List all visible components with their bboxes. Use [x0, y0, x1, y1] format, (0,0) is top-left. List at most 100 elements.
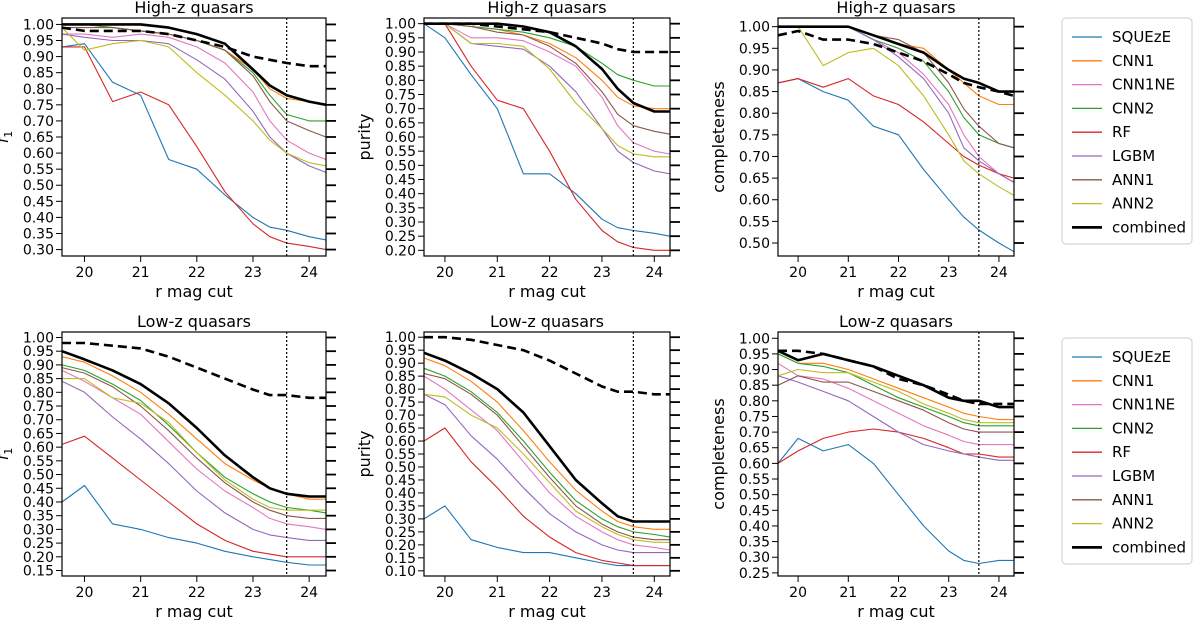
y-tick-label: 0.50 — [739, 488, 770, 504]
x-tick-label: 20 — [436, 265, 454, 281]
series-line-cnn1ne — [777, 362, 1014, 446]
series-line-upper — [424, 22, 670, 54]
y-tick-label: 0.55 — [385, 144, 416, 160]
legend-label-squeze: SQUEzE — [1112, 28, 1171, 46]
y-tick-label: 0.30 — [385, 512, 416, 528]
y-tick-label: 0.30 — [23, 522, 54, 538]
y-tick-label: 0.35 — [23, 509, 54, 525]
series-line-ann1 — [62, 27, 327, 138]
x-tick-label: 23 — [244, 585, 262, 601]
x-tick-label: 21 — [839, 585, 857, 601]
y-tick-label: 0.10 — [385, 564, 416, 580]
y-tick-label: 0.75 — [23, 399, 54, 415]
series-line-cnn2 — [423, 367, 671, 538]
series-line-squeze — [777, 437, 1014, 565]
y-tick-label: 0.20 — [385, 538, 416, 554]
series-line-ann2 — [777, 368, 1014, 424]
y-tick-label: 0.55 — [385, 447, 416, 463]
series-line-squeze — [777, 78, 1015, 253]
y-axis-label: completeness — [709, 81, 728, 192]
x-axis-label: r mag cut — [857, 282, 935, 301]
series-line-cnn2 — [61, 364, 327, 514]
y-tick-label: 0.20 — [385, 243, 416, 259]
legend-label-cnn1ne: CNN1NE — [1112, 76, 1175, 94]
y-tick-label: 0.60 — [385, 434, 416, 450]
x-axis-label: r mag cut — [155, 602, 233, 620]
series-line-ann2 — [424, 23, 670, 158]
series-line-ann1 — [424, 23, 671, 135]
y-tick-label: 0.25 — [385, 525, 416, 541]
y-tick-label: 0.20 — [23, 550, 54, 566]
x-tick-label: 20 — [789, 265, 807, 281]
y-tick-label: 0.50 — [385, 158, 416, 174]
y-tick-label: 0.90 — [739, 363, 770, 379]
y-tick-label: 0.50 — [385, 460, 416, 476]
series-line-ann1 — [61, 367, 326, 519]
legend-label-cnn1: CNN1 — [1112, 372, 1154, 390]
series-line-ann1 — [423, 372, 670, 541]
series-line-ann2 — [423, 393, 670, 543]
y-tick-label: 0.65 — [385, 116, 416, 132]
y-tick-label: 0.30 — [739, 550, 770, 566]
chart-panel-1: 0.300.350.400.450.500.550.600.650.700.75… — [0, 0, 336, 301]
y-tick-label: 0.55 — [739, 472, 770, 488]
y-tick-label: 0.35 — [385, 499, 416, 515]
series-line-cnn1 — [423, 357, 670, 530]
x-tick-label: 21 — [132, 265, 150, 281]
series-line-squeze — [61, 43, 327, 241]
series-line-upper — [61, 26, 326, 68]
series-line-cnn1ne — [423, 375, 671, 551]
y-tick-label: 0.55 — [23, 454, 54, 470]
legend-label-cnn2: CNN2 — [1112, 419, 1154, 437]
plot-frame — [61, 331, 327, 577]
y-tick-label: 0.45 — [385, 473, 416, 489]
x-tick-label: 23 — [593, 585, 611, 601]
legend-label-rf: RF — [1112, 123, 1131, 141]
series-line-upper — [777, 29, 1015, 98]
series-line-cnn1 — [777, 353, 1014, 421]
panel-title: High-z quasars — [134, 0, 253, 17]
y-tick-label: 0.80 — [385, 73, 416, 89]
legend-label-ann2: ANN2 — [1112, 515, 1154, 533]
y-tick-label: 0.75 — [23, 98, 54, 114]
series-line-lgbm — [777, 375, 1014, 461]
y-axis-label-subscript: 1 — [2, 448, 15, 455]
y-tick-label: 0.85 — [385, 59, 416, 75]
y-axis-label: f1 — [0, 131, 15, 144]
y-tick-label: 0.45 — [23, 481, 54, 497]
series-line-upper — [424, 335, 670, 396]
panel-title: Low-z quasars — [490, 312, 604, 331]
legend-top: SQUEzE CNN1 CNN1NE CNN2 RF LGBM ANN1 ANN2 combin… — [1061, 17, 1193, 245]
y-tick-label: 0.90 — [739, 63, 770, 79]
chart-panel-3: 0.50 0.55 0.60 0.65 0.70 0.75 0.80 0.85 0.90 0.95… — [709, 0, 1024, 301]
y-tick-label: 0.15 — [385, 551, 416, 567]
panel-title: High-z quasars — [836, 0, 955, 17]
series-line-ann2 — [62, 378, 326, 511]
x-axis-label: r mag cut — [857, 602, 935, 620]
y-tick-label: 0.90 — [385, 45, 416, 61]
y-tick-label: 0.35 — [23, 226, 54, 242]
y-tick-label: 0.80 — [739, 394, 770, 410]
y-tick-label: 0.40 — [23, 495, 54, 511]
y-tick-label: 0.40 — [739, 519, 770, 535]
y-tick-label: 0.60 — [385, 130, 416, 146]
y-tick-label: 0.30 — [23, 243, 54, 259]
x-tick-label: 24 — [645, 265, 663, 281]
x-tick-label: 21 — [839, 265, 857, 281]
y-axis-label-symbol: f — [0, 135, 12, 143]
y-tick-label: 0.95 — [739, 347, 770, 363]
series-line-combined — [61, 349, 326, 498]
y-tick-label: 0.60 — [23, 146, 54, 162]
series-line-squeze — [423, 23, 671, 237]
x-tick-label: 24 — [990, 585, 1008, 601]
x-tick-label: 23 — [940, 265, 958, 281]
y-tick-label: 0.50 — [739, 236, 770, 252]
x-tick-label: 20 — [436, 585, 454, 601]
y-tick-label: 0.95 — [23, 344, 54, 360]
x-tick-label: 24 — [990, 265, 1008, 281]
y-tick-label: 0.65 — [385, 421, 416, 437]
legend-label-lgbm: LGBM — [1112, 467, 1155, 485]
x-tick-label: 24 — [645, 585, 663, 601]
y-tick-label: 0.45 — [385, 173, 416, 189]
